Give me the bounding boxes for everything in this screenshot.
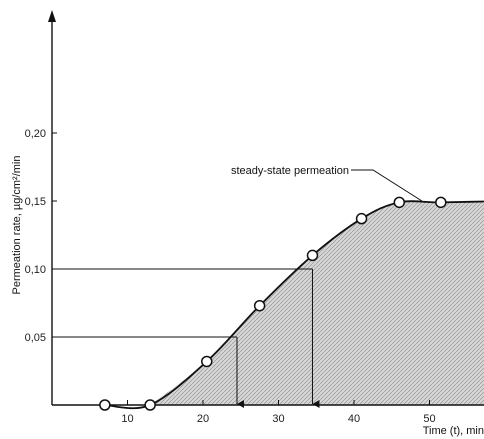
x-tick-label: 40 — [348, 413, 360, 425]
y-tick-label: 0,15 — [25, 196, 46, 208]
y-tick-label: 0,05 — [25, 332, 46, 344]
data-point — [144, 399, 156, 411]
y-tick-label: 0,10 — [25, 264, 46, 276]
data-point — [253, 299, 266, 312]
data-point — [201, 355, 213, 368]
reference-lines — [52, 268, 320, 408]
x-tick-label: 30 — [272, 413, 284, 425]
data-point — [355, 212, 368, 225]
annotation-leader — [351, 169, 423, 202]
y-axis-label: Permeation rate, µg/cm²/min — [11, 156, 23, 295]
annotation-label: steady-state permeation — [231, 165, 349, 177]
x-tick-label: 50 — [423, 413, 435, 425]
x-axis-label: Time (t), min — [423, 425, 484, 437]
y-axis-arrow — [48, 10, 56, 22]
data-point — [306, 249, 319, 262]
x-tick-label: 10 — [121, 413, 133, 425]
shaded-area — [150, 201, 484, 405]
data-point — [393, 196, 406, 209]
data-points — [99, 196, 447, 411]
tick-labels: 1020304050600,050,100,150,20 — [25, 128, 436, 425]
data-point — [435, 196, 447, 209]
x-tick-label: 20 — [197, 413, 209, 425]
data-point — [99, 399, 111, 411]
axes — [48, 10, 484, 406]
y-tick-label: 0,20 — [25, 128, 46, 140]
